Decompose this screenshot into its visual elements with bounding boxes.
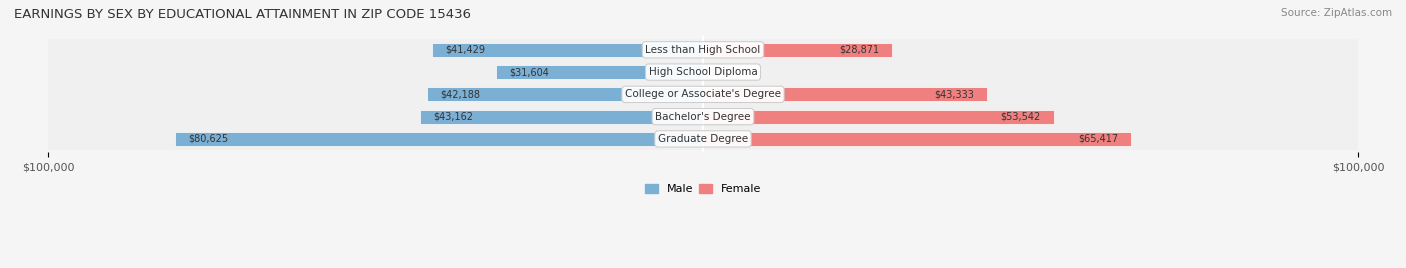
- Bar: [48, 128, 1358, 150]
- Bar: [48, 61, 1358, 83]
- Text: $41,429: $41,429: [444, 45, 485, 55]
- Bar: [48, 83, 1358, 106]
- Bar: [174, 132, 703, 146]
- Text: $43,162: $43,162: [433, 112, 474, 122]
- Text: Bachelor's Degree: Bachelor's Degree: [655, 112, 751, 122]
- Text: $65,417: $65,417: [1078, 134, 1118, 144]
- Bar: [703, 87, 987, 101]
- Text: $43,333: $43,333: [934, 89, 974, 99]
- Text: $42,188: $42,188: [440, 89, 479, 99]
- Text: High School Diploma: High School Diploma: [648, 67, 758, 77]
- Bar: [703, 110, 1053, 124]
- Bar: [420, 110, 703, 124]
- Bar: [48, 39, 1358, 61]
- Text: Less than High School: Less than High School: [645, 45, 761, 55]
- Bar: [432, 43, 703, 57]
- Text: $28,871: $28,871: [839, 45, 879, 55]
- Bar: [496, 65, 703, 79]
- Text: $0: $0: [710, 67, 721, 77]
- Text: $80,625: $80,625: [188, 134, 228, 144]
- Text: College or Associate's Degree: College or Associate's Degree: [626, 89, 780, 99]
- Bar: [426, 87, 703, 101]
- Text: $53,542: $53,542: [1000, 112, 1040, 122]
- Bar: [703, 43, 891, 57]
- Legend: Male, Female: Male, Female: [640, 180, 766, 199]
- Text: Graduate Degree: Graduate Degree: [658, 134, 748, 144]
- Text: EARNINGS BY SEX BY EDUCATIONAL ATTAINMENT IN ZIP CODE 15436: EARNINGS BY SEX BY EDUCATIONAL ATTAINMEN…: [14, 8, 471, 21]
- Text: $31,604: $31,604: [509, 67, 548, 77]
- Bar: [703, 132, 1132, 146]
- Text: Source: ZipAtlas.com: Source: ZipAtlas.com: [1281, 8, 1392, 18]
- Bar: [48, 106, 1358, 128]
